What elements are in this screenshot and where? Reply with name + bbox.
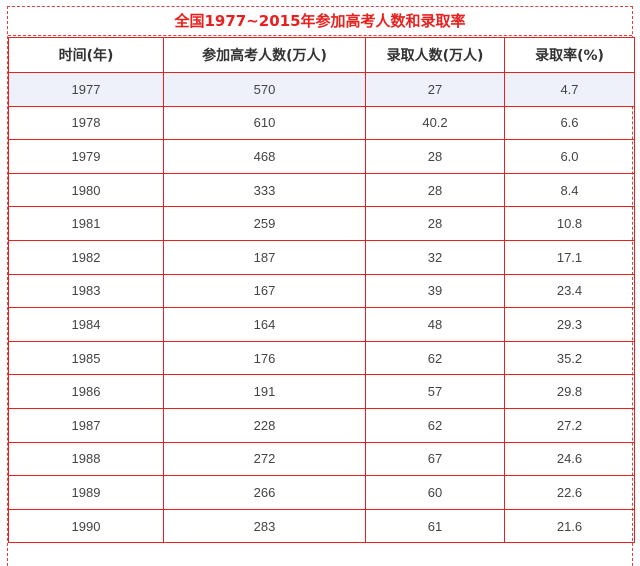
table-row: 1989 266 60 22.6 (8, 475, 635, 510)
cell-admitted: 28 (365, 172, 505, 208)
table-row: 1983 167 39 23.4 (8, 273, 635, 309)
cell-year: 1986 (8, 374, 164, 409)
cell-year: 1982 (8, 239, 164, 275)
cell-admitted: 57 (365, 374, 505, 409)
cell-year: 1977 (8, 72, 164, 107)
cell-year: 1981 (8, 206, 164, 241)
cell-applicants: 164 (163, 307, 366, 342)
cell-rate: 8.4 (504, 172, 635, 208)
header-row: 时间(年) 参加高考人数(万人) 录取人数(万人) 录取率(%) (8, 37, 635, 73)
table-row: 1987 228 62 27.2 (8, 407, 635, 443)
cell-admitted: 48 (365, 307, 505, 342)
table-row: 1979 468 28 6.0 (8, 139, 635, 174)
cell-year: 1979 (8, 139, 164, 174)
table-row: 1986 191 57 29.8 (8, 374, 635, 409)
cell-rate: 22.6 (504, 475, 635, 510)
table-row: 1985 176 62 35.2 (8, 340, 635, 376)
cell-applicants: 333 (163, 172, 366, 208)
cell-applicants: 266 (163, 475, 366, 510)
cell-applicants: 468 (163, 139, 366, 174)
cell-admitted: 39 (365, 273, 505, 309)
table-row: 1978 610 40.2 6.6 (8, 105, 635, 141)
header-applicants: 参加高考人数(万人) (163, 37, 366, 73)
cell-applicants: 187 (163, 239, 366, 275)
cell-year: 1984 (8, 307, 164, 342)
cell-year: 1988 (8, 441, 164, 477)
header-admitted: 录取人数(万人) (365, 37, 505, 73)
cell-admitted: 40.2 (365, 105, 505, 141)
cell-applicants: 610 (163, 105, 366, 141)
cell-rate: 35.2 (504, 340, 635, 376)
cell-rate: 10.8 (504, 206, 635, 241)
cell-rate: 6.0 (504, 139, 635, 174)
table-row: 1981 259 28 10.8 (8, 206, 635, 241)
cell-year: 1978 (8, 105, 164, 141)
cell-rate: 27.2 (504, 407, 635, 443)
table-row: 1984 164 48 29.3 (8, 307, 635, 342)
cell-rate: 29.3 (504, 307, 635, 342)
cell-admitted: 32 (365, 239, 505, 275)
table-row: 1980 333 28 8.4 (8, 172, 635, 208)
header-year: 时间(年) (8, 37, 164, 73)
cell-admitted: 67 (365, 441, 505, 477)
cell-year: 1983 (8, 273, 164, 309)
cell-admitted: 60 (365, 475, 505, 510)
cell-admitted: 61 (365, 508, 505, 544)
cell-applicants: 167 (163, 273, 366, 309)
cell-applicants: 191 (163, 374, 366, 409)
cell-year: 1985 (8, 340, 164, 376)
cell-rate: 6.6 (504, 105, 635, 141)
cell-applicants: 283 (163, 508, 366, 544)
cell-applicants: 272 (163, 441, 366, 477)
table-row: 1982 187 32 17.1 (8, 239, 635, 275)
header-rate: 录取率(%) (504, 37, 635, 73)
cell-rate: 29.8 (504, 374, 635, 409)
cell-rate: 23.4 (504, 273, 635, 309)
table-title: 全国1977~2015年参加高考人数和录取率 (8, 7, 632, 36)
cell-year: 1990 (8, 508, 164, 544)
cell-applicants: 259 (163, 206, 366, 241)
table-row: 1977 570 27 4.7 (8, 72, 635, 107)
cell-applicants: 228 (163, 407, 366, 443)
table-row: 1988 272 67 24.6 (8, 441, 635, 477)
cell-rate: 4.7 (504, 72, 635, 107)
cell-admitted: 62 (365, 407, 505, 443)
cell-rate: 24.6 (504, 441, 635, 477)
cell-rate: 21.6 (504, 508, 635, 544)
cell-admitted: 28 (365, 206, 505, 241)
cell-applicants: 570 (163, 72, 366, 107)
admission-table: 时间(年) 参加高考人数(万人) 录取人数(万人) 录取率(%) 1977 57… (8, 37, 635, 544)
cell-admitted: 28 (365, 139, 505, 174)
cell-admitted: 27 (365, 72, 505, 107)
cell-year: 1980 (8, 172, 164, 208)
table-row: 1990 283 61 21.6 (8, 508, 635, 544)
cell-rate: 17.1 (504, 239, 635, 275)
cell-year: 1989 (8, 475, 164, 510)
cell-admitted: 62 (365, 340, 505, 376)
cell-applicants: 176 (163, 340, 366, 376)
cell-year: 1987 (8, 407, 164, 443)
